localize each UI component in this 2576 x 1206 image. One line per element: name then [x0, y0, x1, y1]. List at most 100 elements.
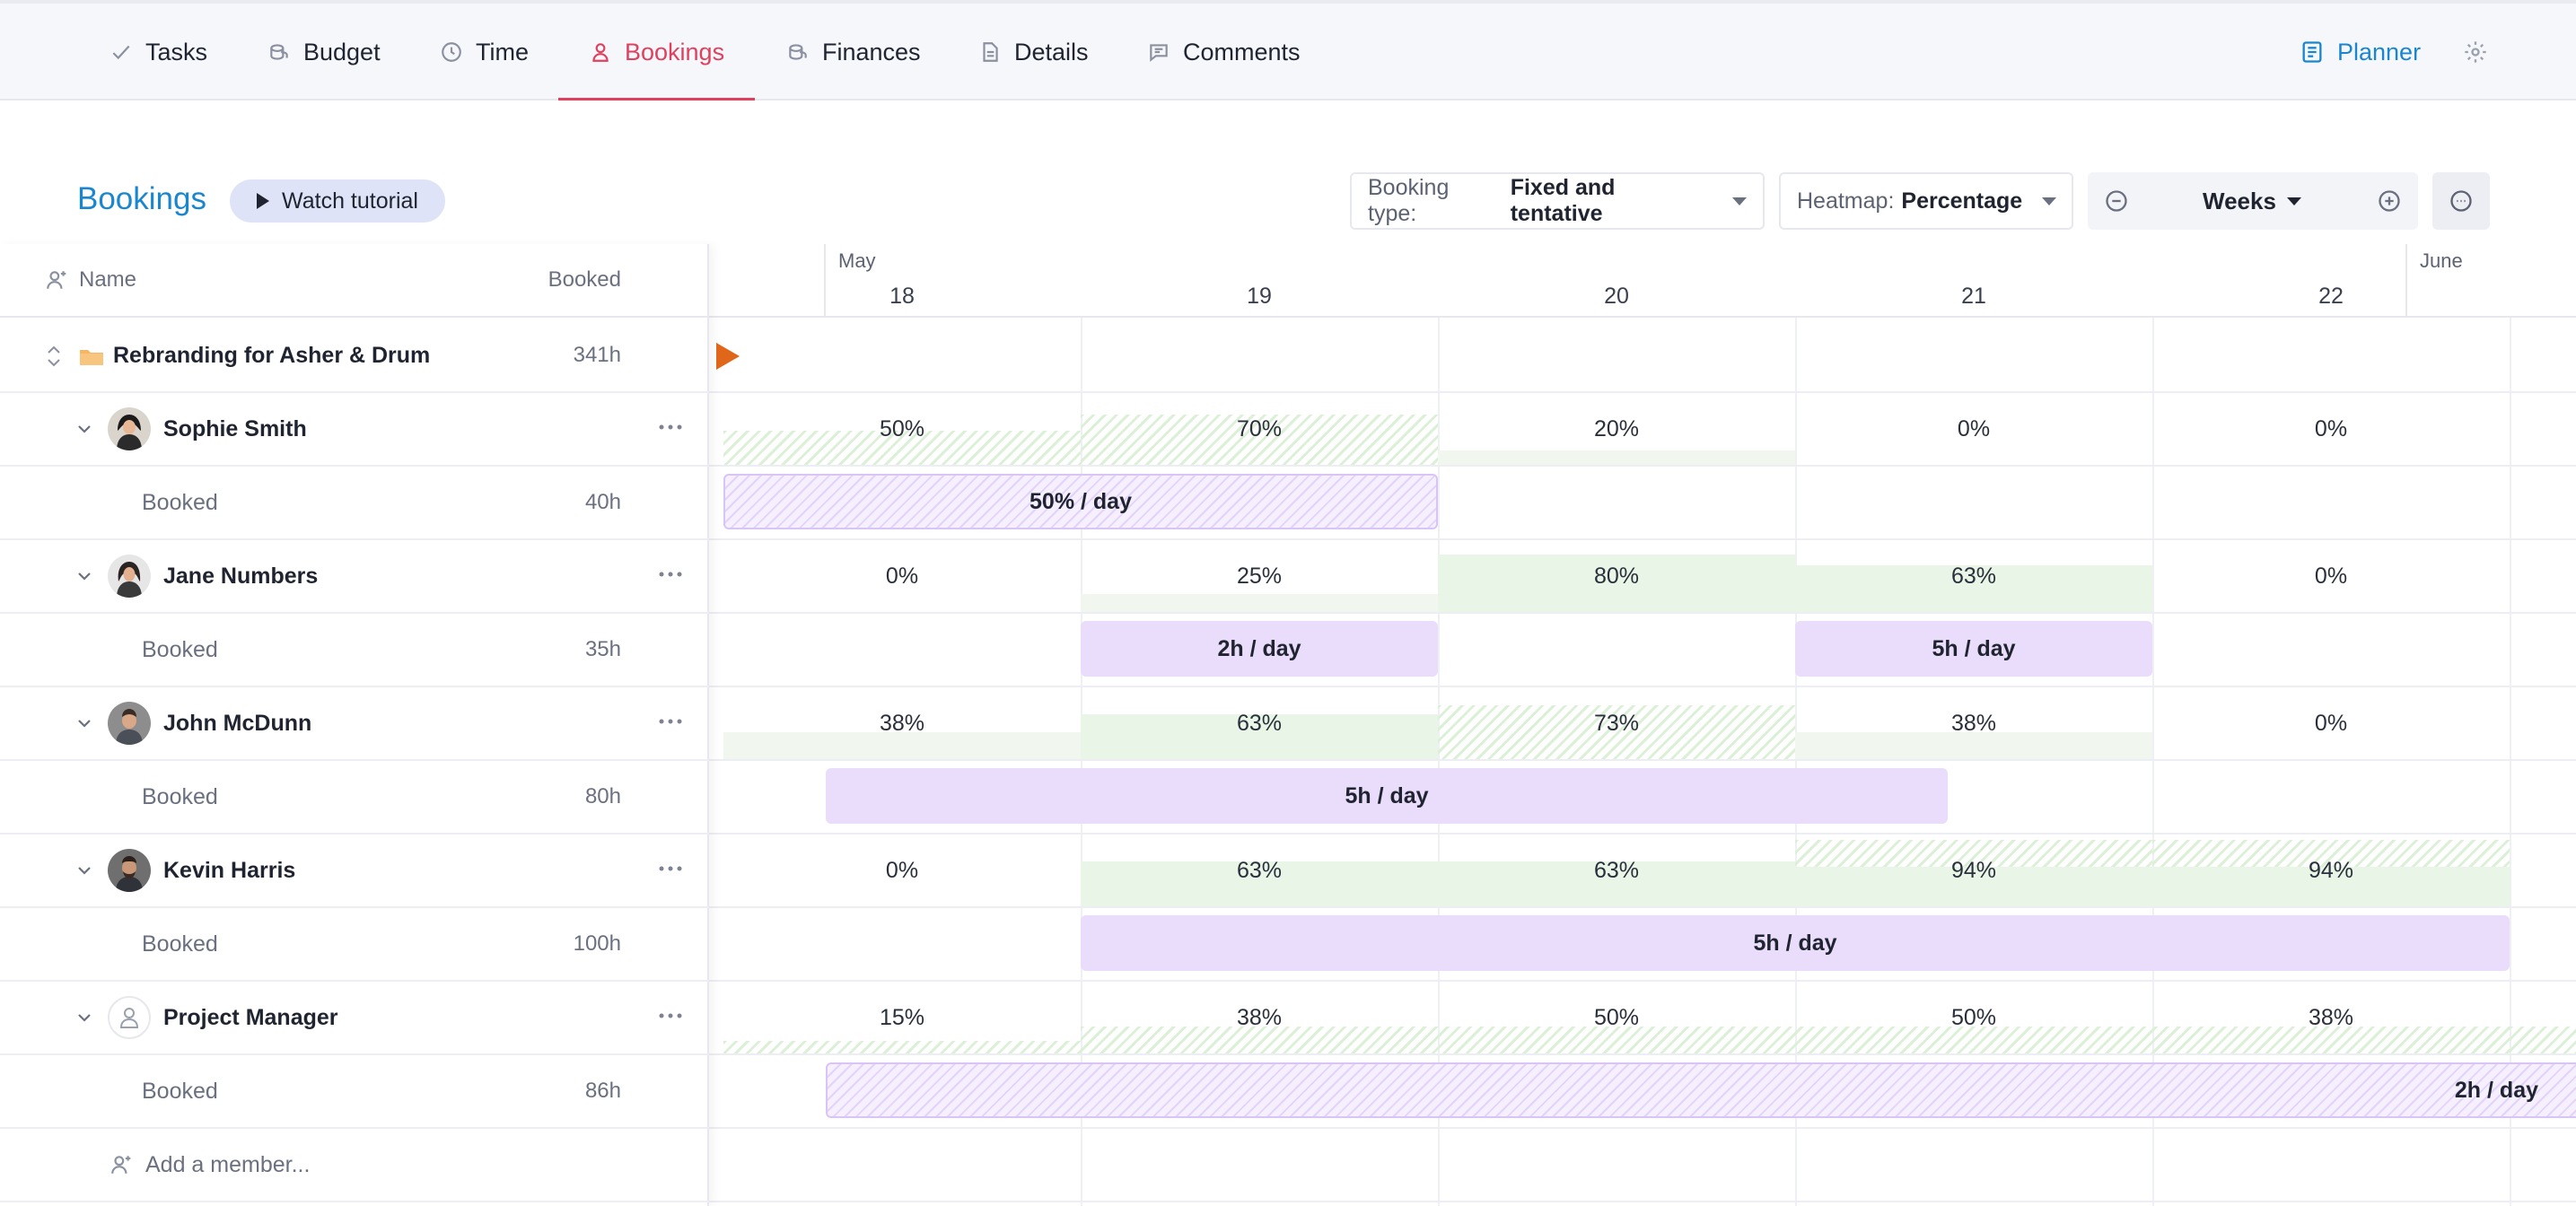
name-column-header[interactable]: Name — [45, 267, 136, 293]
tab-budget[interactable]: Budget — [267, 4, 381, 100]
chevron-down-icon[interactable] — [75, 567, 93, 585]
member-row[interactable]: Sophie Smith — [0, 393, 709, 467]
column-header: Name Booked — [0, 244, 709, 318]
row-divider — [709, 906, 2576, 908]
zoom-level-select[interactable]: Weeks — [2203, 172, 2301, 230]
booked-hours: 100h — [573, 931, 621, 956]
percentage-value: 25% — [1236, 563, 1283, 589]
project-start-marker-icon — [716, 343, 740, 370]
booking-bar[interactable]: 5h / day — [1081, 915, 2510, 971]
more-options-icon[interactable] — [655, 416, 686, 438]
settings-gear-button[interactable] — [2463, 39, 2488, 65]
month-divider — [824, 244, 826, 318]
booked-label: Booked — [142, 489, 218, 515]
add-member-button[interactable]: Add a member... — [110, 1129, 310, 1201]
column-divider — [2152, 318, 2154, 1206]
collapse-expand-icon[interactable] — [45, 343, 63, 370]
member-row[interactable]: Kevin Harris — [0, 835, 709, 908]
tab-finances[interactable]: Finances — [786, 4, 921, 100]
percentage-value: 0% — [2314, 415, 2348, 441]
percentage-value: 0% — [885, 857, 919, 883]
tab-comments-label: Comments — [1183, 38, 1301, 66]
tab-comments[interactable]: Comments — [1147, 4, 1301, 100]
tab-time-label: Time — [476, 38, 529, 66]
booking-bar[interactable]: 50% / day — [723, 474, 1438, 529]
heatmap-cell — [1795, 732, 2152, 759]
column-divider — [1438, 318, 1440, 1206]
heatmap-cell — [723, 732, 1081, 759]
heatmap-cell — [1438, 705, 1795, 759]
booked-column-header[interactable]: Booked — [548, 267, 621, 292]
add-member-row[interactable]: Add a member... — [0, 1129, 709, 1202]
booking-bar[interactable]: 2h / day — [1081, 621, 1438, 677]
month-label: June — [2420, 249, 2463, 272]
heatmap-value: Percentage — [1901, 188, 2023, 214]
percentage-value: 50% — [1593, 1004, 1640, 1030]
row-divider — [709, 612, 2576, 614]
avatar — [108, 407, 151, 450]
more-options-icon[interactable] — [655, 711, 686, 732]
booking-type-dropdown[interactable]: Booking type: Fixed and tentative — [1350, 172, 1765, 230]
clock-icon — [442, 42, 461, 62]
project-row[interactable]: Rebranding for Asher & Drum 341h — [0, 319, 709, 393]
tab-details[interactable]: Details — [978, 4, 1089, 100]
percentage-value: 63% — [1593, 857, 1640, 883]
tab-details-label: Details — [1014, 38, 1089, 66]
zoom-in-button[interactable] — [2377, 188, 2402, 214]
tab-time[interactable]: Time — [440, 4, 529, 100]
booking-bar[interactable]: 5h / day — [826, 768, 1948, 824]
view-options-button[interactable] — [2432, 172, 2490, 230]
chevron-down-icon[interactable] — [75, 420, 93, 438]
heatmap-dropdown[interactable]: Heatmap: Percentage — [1779, 172, 2073, 230]
more-options-icon[interactable] — [655, 858, 686, 879]
zoom-out-icon — [2106, 190, 2127, 212]
watch-tutorial-button[interactable]: Watch tutorial — [230, 179, 445, 223]
tab-tasks[interactable]: Tasks — [110, 4, 207, 100]
chevron-down-icon[interactable] — [75, 714, 93, 732]
member-row[interactable]: Jane Numbers — [0, 540, 709, 614]
booking-bar[interactable]: 2h / day — [826, 1062, 2576, 1118]
heatmap-cell — [1795, 867, 2152, 906]
chevron-down-icon[interactable] — [75, 861, 93, 879]
booked-label: Booked — [142, 931, 218, 957]
percentage-value: 20% — [1593, 415, 1640, 441]
zoom-out-button[interactable] — [2104, 188, 2129, 214]
heatmap-label: Heatmap: — [1797, 188, 1895, 214]
percentage-value: 94% — [1950, 857, 1997, 883]
planner-icon — [2302, 41, 2322, 63]
check-icon — [112, 45, 130, 60]
percentage-value: 63% — [1236, 710, 1283, 736]
row-divider — [709, 391, 2576, 393]
planner-label: Planner — [2337, 38, 2422, 66]
heatmap-cell — [723, 431, 1081, 465]
top-navigation: Tasks Budget Time Bookings Finances Deta… — [0, 0, 2576, 100]
zoom-in-icon — [2379, 190, 2400, 212]
percentage-value: 0% — [2314, 563, 2348, 589]
heatmap-cell — [1081, 415, 1438, 465]
more-options-icon[interactable] — [655, 1005, 686, 1027]
booked-hours: 86h — [584, 1079, 621, 1103]
chevron-down-icon[interactable] — [75, 1009, 93, 1027]
month-label: May — [838, 249, 876, 272]
booking-bar[interactable]: 5h / day — [1795, 621, 2152, 677]
tab-bookings[interactable]: Bookings — [557, 4, 756, 100]
booking-type-label: Booking type: — [1368, 175, 1450, 226]
day-label: 19 — [1247, 284, 1272, 309]
comment-icon — [1150, 44, 1168, 62]
percentage-value: 0% — [1957, 415, 1991, 441]
members-panel: Name Booked Rebranding for Asher & Drum … — [0, 244, 709, 1206]
more-options-icon[interactable] — [655, 564, 686, 585]
member-row[interactable]: John McDunn — [0, 687, 709, 761]
timeline-grid: May June 18 19 20 21 22 50% 70% 20% 0% 0… — [0, 244, 2576, 1206]
planner-link[interactable]: Planner — [2300, 4, 2421, 100]
booked-row: Booked 35h — [0, 614, 709, 687]
percentage-value: 0% — [885, 563, 919, 589]
booked-hours: 35h — [584, 637, 621, 661]
day-label: 21 — [1961, 284, 1986, 309]
row-divider — [709, 980, 2576, 982]
heatmap-cell — [2152, 867, 2510, 906]
booking-type-value: Fixed and tentative — [1510, 175, 1616, 226]
heatmap-cell — [1795, 840, 2152, 867]
member-row[interactable]: Project Manager — [0, 982, 709, 1055]
avatar — [108, 555, 151, 598]
